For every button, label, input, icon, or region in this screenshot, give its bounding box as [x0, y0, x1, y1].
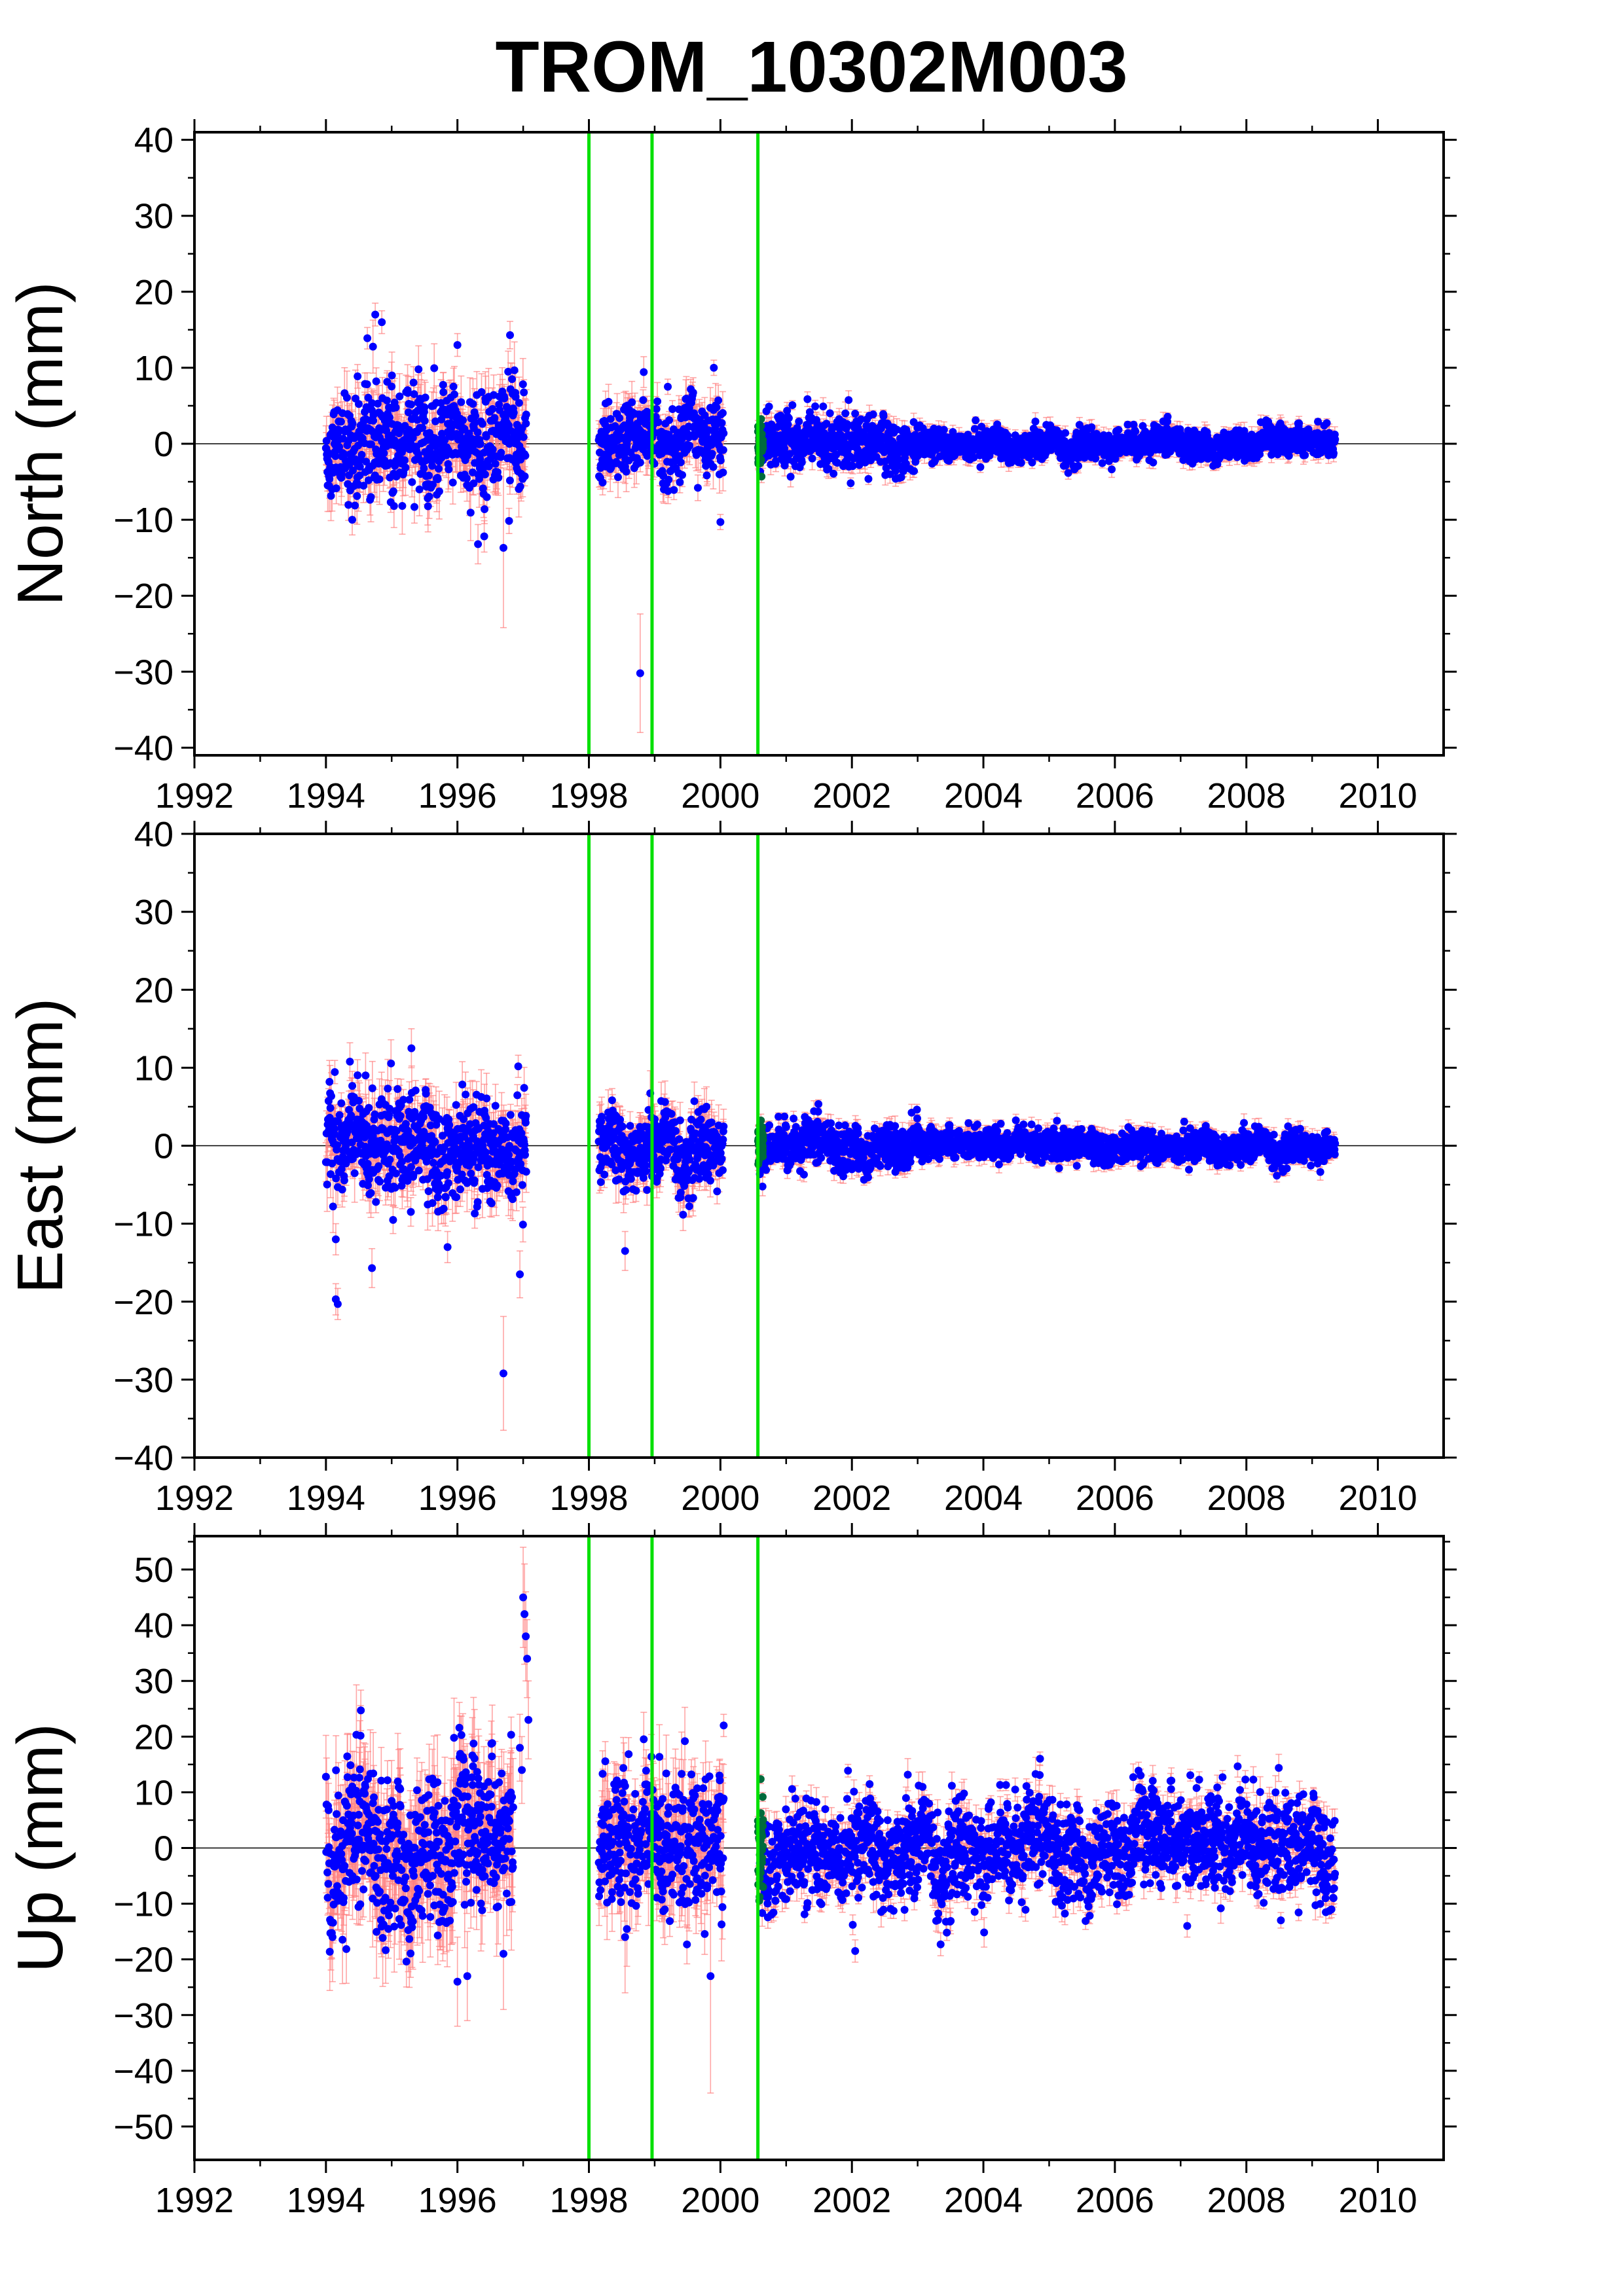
north-series: [321, 302, 1340, 733]
north-panel: 1992 1994 1996 1998 2000 2002 2004 2006 2008 2010…: [4, 119, 1457, 816]
north-errorbars: [322, 302, 1339, 733]
chart-title: TROM_10302M003: [0, 31, 1623, 103]
